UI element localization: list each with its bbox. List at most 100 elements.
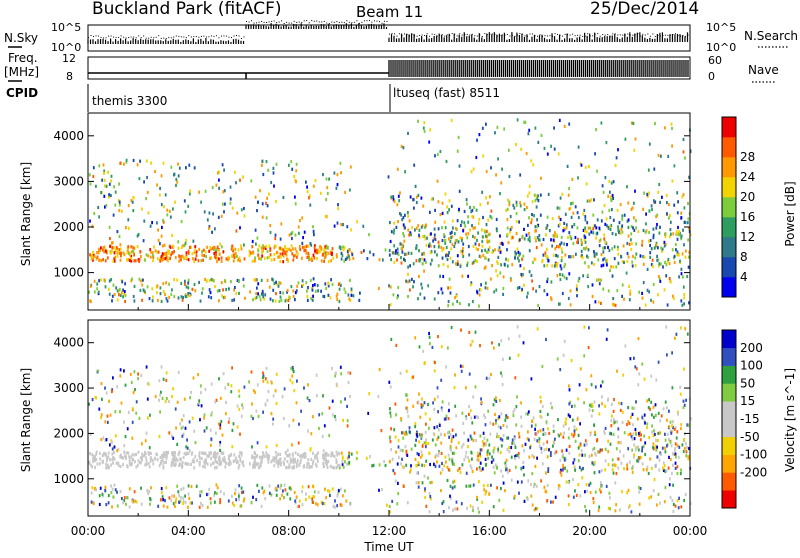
velocity-cell xyxy=(517,353,520,357)
power-cell xyxy=(279,252,282,256)
power-cell xyxy=(557,152,560,156)
velocity-cell xyxy=(233,453,236,457)
freq-label-1: Freq. xyxy=(8,51,38,65)
power-cell xyxy=(598,278,600,282)
search-noise-dot xyxy=(684,35,686,37)
velocity-cell xyxy=(261,455,264,459)
power-cell xyxy=(325,198,328,202)
velocity-cell xyxy=(179,462,182,466)
velocity-cell xyxy=(288,463,291,467)
power-cell xyxy=(279,290,282,295)
velocity-cell xyxy=(447,453,450,457)
velocity-cell xyxy=(230,390,233,394)
power-cell xyxy=(176,278,179,282)
power-cell xyxy=(451,235,454,239)
power-cell xyxy=(121,209,123,213)
velocity-cell xyxy=(242,490,245,494)
power-cell xyxy=(526,205,528,210)
velocity-cell xyxy=(640,433,642,437)
power-cell xyxy=(546,292,549,297)
power-cell xyxy=(653,246,656,250)
power-cell xyxy=(648,142,651,146)
power-cell xyxy=(92,250,94,255)
search-noise-dot xyxy=(554,33,556,35)
power-cell xyxy=(142,239,145,243)
velocity-cell xyxy=(535,432,537,436)
velocity-cell xyxy=(300,453,302,458)
velocity-cell xyxy=(618,401,620,405)
velocity-cell xyxy=(545,490,548,494)
velocity-cell xyxy=(91,465,94,469)
power-cell xyxy=(150,161,152,165)
x-axis-label: Time UT xyxy=(363,540,414,554)
velocity-cell xyxy=(611,414,613,418)
power-cell xyxy=(684,255,687,259)
power-cell xyxy=(294,202,297,206)
power-cell xyxy=(436,253,438,257)
velocity-cell xyxy=(204,465,206,469)
velocity-cell xyxy=(316,459,319,463)
velocity-cell xyxy=(451,459,454,463)
velocity-cell xyxy=(98,494,101,498)
power-cell xyxy=(242,175,244,179)
power-cell xyxy=(519,252,521,256)
power-cell xyxy=(599,238,602,242)
nave-tick-high: 60 xyxy=(708,54,722,67)
velocity-cell xyxy=(685,398,687,402)
power-cell xyxy=(103,171,105,175)
power-cell xyxy=(594,152,596,156)
velocity-cell xyxy=(449,484,452,488)
velocity-cell xyxy=(265,366,268,370)
velocity-cell xyxy=(176,442,179,446)
power-cell xyxy=(593,262,595,266)
velocity-cell xyxy=(568,444,571,448)
velocity-cell xyxy=(591,402,593,406)
velocity-cell xyxy=(472,395,475,399)
search-noise-dot xyxy=(208,36,210,38)
velocity-cell xyxy=(174,500,177,504)
velocity-cell xyxy=(154,394,157,399)
velocity-cell xyxy=(298,422,300,426)
power-cell xyxy=(348,257,351,261)
power-cell xyxy=(661,247,664,251)
velocity-cell xyxy=(341,455,344,459)
velocity-cell xyxy=(125,502,127,506)
velocity-cell xyxy=(239,459,242,463)
power-cell xyxy=(423,258,426,262)
power-cell xyxy=(218,170,220,174)
velocity-cell xyxy=(536,431,539,435)
velocity-cell xyxy=(565,417,568,421)
velocity-cell xyxy=(676,471,679,476)
velocity-cell xyxy=(561,449,563,453)
velocity-cell xyxy=(408,430,411,434)
power-cell xyxy=(223,168,225,172)
velocity-cell xyxy=(546,412,549,417)
velocity-cell xyxy=(266,457,269,461)
power-cell xyxy=(632,121,635,125)
velocity-cell xyxy=(137,372,139,376)
velocity-cell xyxy=(388,380,391,384)
search-noise-dot xyxy=(351,22,353,24)
velocity-cell xyxy=(421,433,423,437)
nsearch-label: N.Search xyxy=(744,29,798,43)
velocity-cell xyxy=(660,414,663,418)
power-cell xyxy=(404,226,406,230)
power-cell xyxy=(98,215,100,219)
velocity-cell xyxy=(258,489,260,493)
power-cell xyxy=(598,282,601,286)
velocity-cell xyxy=(211,411,213,415)
velocity-cell xyxy=(508,356,511,360)
power-cell xyxy=(641,291,643,295)
power-cell xyxy=(414,228,416,232)
nave-tick-low: 0 xyxy=(708,70,715,83)
power-cell xyxy=(407,280,409,284)
power-cell xyxy=(423,296,426,300)
power-cell xyxy=(396,203,399,207)
power-cell xyxy=(494,248,496,252)
power-cell xyxy=(533,214,535,218)
velocity-cell xyxy=(129,372,132,376)
power-cell xyxy=(400,256,402,260)
search-noise-dot xyxy=(343,22,345,24)
velocity-cell xyxy=(650,374,653,378)
velocity-cell xyxy=(631,448,634,452)
